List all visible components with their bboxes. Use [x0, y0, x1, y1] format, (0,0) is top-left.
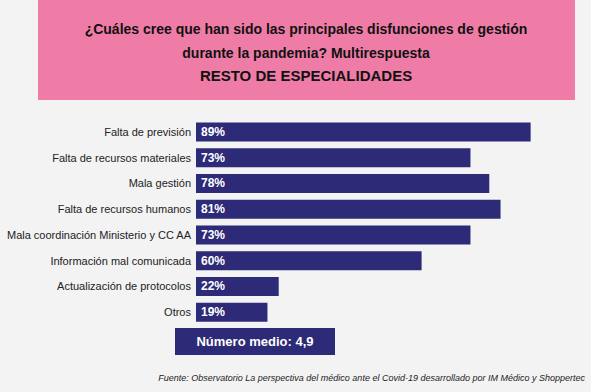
svg-text:73%: 73%	[201, 151, 225, 165]
svg-text:Número medio: 4,9: Número medio: 4,9	[196, 334, 313, 349]
svg-text:60%: 60%	[201, 254, 225, 268]
svg-text:Falta de previsión: Falta de previsión	[104, 126, 191, 138]
svg-text:89%: 89%	[201, 125, 225, 139]
svg-text:Falta de recursos humanos: Falta de recursos humanos	[58, 203, 192, 215]
svg-text:Información mal comunicada: Información mal comunicada	[50, 255, 192, 267]
svg-text:22%: 22%	[201, 279, 225, 293]
svg-text:19%: 19%	[201, 305, 225, 319]
svg-text:Falta de recursos materiales: Falta de recursos materiales	[52, 152, 191, 164]
svg-text:durante la pandemia? Multiresp: durante la pandemia? Multirespuesta	[182, 45, 430, 61]
svg-text:Mala coordinación Ministerio y: Mala coordinación Ministerio y CC AA	[7, 229, 192, 241]
svg-text:¿Cuáles cree que han sido las: ¿Cuáles cree que han sido las principale…	[85, 21, 528, 37]
svg-text:Otros: Otros	[164, 306, 191, 318]
svg-text:78%: 78%	[201, 176, 225, 190]
svg-text:Fuente: Observatorio La perspe: Fuente: Observatorio La perspectiva del …	[158, 373, 585, 383]
svg-text:81%: 81%	[201, 202, 225, 216]
svg-text:73%: 73%	[201, 228, 225, 242]
svg-text:Actualización de protocolos: Actualización de protocolos	[57, 280, 191, 292]
svg-text:RESTO DE ESPECIALIDADES: RESTO DE ESPECIALIDADES	[200, 67, 412, 84]
svg-text:Mala gestión: Mala gestión	[129, 177, 191, 189]
